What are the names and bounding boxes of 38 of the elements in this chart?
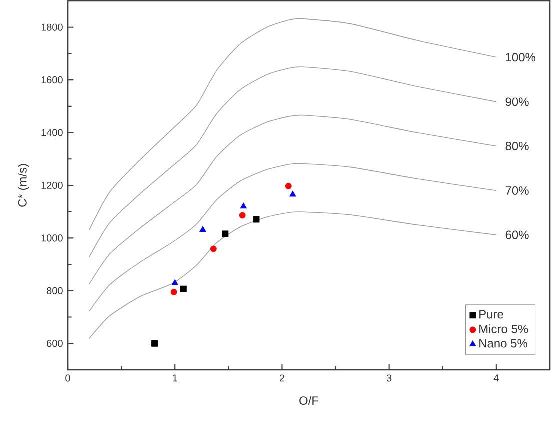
legend-label: Pure [480,310,504,319]
legend-label: Nano 5% [480,339,528,348]
y-tick-label: 1400 [42,129,63,136]
point [240,202,247,209]
x-tick-label: 0 [66,374,70,382]
point [285,183,292,190]
point [152,340,158,347]
point [172,280,178,286]
y-tick-label: 1200 [42,182,63,190]
point [200,226,206,232]
series-label: 60% [506,230,529,240]
line-series [89,163,497,312]
line-series [89,66,497,258]
point [253,216,260,223]
x-tick-label: 2 [280,374,284,382]
x-tick-label: 4 [494,374,499,382]
x-axis-title: O/F [300,396,319,406]
point [290,190,296,197]
point [210,246,217,252]
series-label: 70% [506,186,529,196]
y-tick-label: 1800 [42,24,63,31]
line-series [89,18,497,230]
y-tick-label: 1000 [42,234,63,242]
point [180,286,187,292]
legend-label: Micro 5% [480,324,528,334]
x-tick-label: 1 [173,374,178,382]
point [222,230,229,238]
y-tick-label: 600 [47,340,63,348]
series-label: 100% [506,53,536,62]
series-label: 80% [506,142,529,150]
series-label: 90% [506,98,529,106]
y-tick-label: 1600 [42,76,63,84]
point [170,289,178,296]
x-tick-label: 3 [386,374,392,382]
y-tick-label: 800 [47,287,63,294]
point [239,212,246,219]
y-axis-title: C* (m/s) [18,164,30,207]
line-series [89,114,497,285]
